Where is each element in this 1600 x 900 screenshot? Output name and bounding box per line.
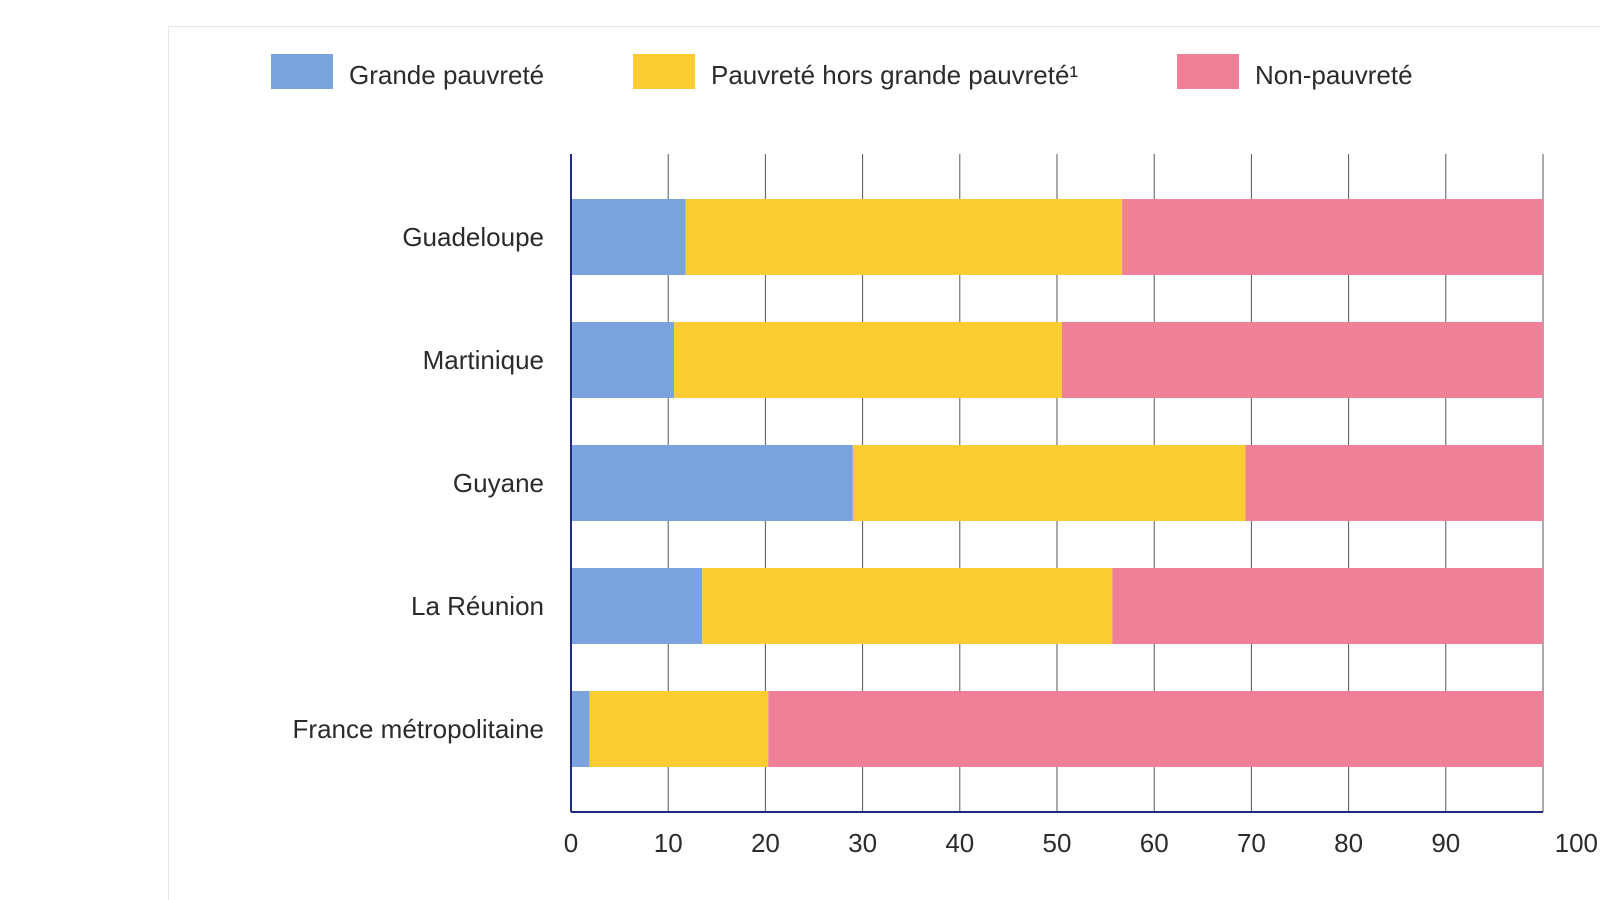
- legend-swatch-grande-pauvrete: [271, 54, 333, 89]
- legend-label-grande-pauvrete: Grande pauvreté: [349, 60, 544, 90]
- bar-guadeloupe-grande-pauvrete: [571, 199, 686, 275]
- bar-guadeloupe-pauvrete-hors-grande-pauvrete: [685, 199, 1123, 275]
- bar-france-metropolitaine-pauvrete-hors-grande-pauvrete: [589, 691, 769, 767]
- bar-la-reunion-grande-pauvrete: [571, 568, 703, 644]
- bar-martinique-grande-pauvrete: [571, 322, 675, 398]
- category-label-guyane: Guyane: [453, 468, 544, 498]
- x-tick-labels: 0 10 20 30 40 50 60 70 80 90 100: [564, 828, 1598, 858]
- category-label-la-reunion: La Réunion: [411, 591, 544, 621]
- x-tick-label-30: 30: [848, 828, 877, 858]
- bar-france-metropolitaine-grande-pauvrete: [571, 691, 590, 767]
- legend-swatch-non-pauvrete: [1177, 54, 1239, 89]
- bar-martinique-pauvrete-hors-grande-pauvrete: [674, 322, 1062, 398]
- bar-guadeloupe-non-pauvrete: [1122, 199, 1543, 275]
- x-tick-label-90: 90: [1431, 828, 1460, 858]
- axes: [570, 154, 1543, 813]
- x-tick-label-40: 40: [945, 828, 974, 858]
- category-label-guadeloupe: Guadeloupe: [402, 222, 544, 252]
- bar-guyane-non-pauvrete: [1245, 445, 1543, 521]
- bar-france-metropolitaine-non-pauvrete: [768, 691, 1543, 767]
- category-label-france-metropolitaine: France métropolitaine: [293, 714, 544, 744]
- x-tick-label-80: 80: [1334, 828, 1363, 858]
- legend: Grande pauvreté Pauvreté hors grande pauv…: [271, 54, 1413, 90]
- x-tick-label-10: 10: [654, 828, 683, 858]
- legend-swatch-pauvrete-hors-grande-pauvrete: [633, 54, 695, 89]
- chart-frame: [168, 26, 1600, 900]
- x-tick-label-100: 100: [1555, 828, 1598, 858]
- x-tick-label-50: 50: [1043, 828, 1072, 858]
- legend-label-pauvrete-hors-grande-pauvrete: Pauvreté hors grande pauvreté¹: [711, 60, 1078, 90]
- bars: [571, 199, 1543, 767]
- x-tick-label-0: 0: [564, 828, 578, 858]
- bar-guyane-pauvrete-hors-grande-pauvrete: [852, 445, 1246, 521]
- legend-label-non-pauvrete: Non-pauvreté: [1255, 60, 1413, 90]
- x-tick-label-20: 20: [751, 828, 780, 858]
- bar-martinique-non-pauvrete: [1061, 322, 1543, 398]
- x-tick-label-60: 60: [1140, 828, 1169, 858]
- bar-la-reunion-non-pauvrete: [1112, 568, 1543, 644]
- bar-la-reunion-pauvrete-hors-grande-pauvrete: [702, 568, 1113, 644]
- x-tick-label-70: 70: [1237, 828, 1266, 858]
- category-labels: Guadeloupe Martinique Guyane La Réunion Fran…: [293, 222, 544, 744]
- bar-guyane-grande-pauvrete: [571, 445, 853, 521]
- category-label-martinique: Martinique: [423, 345, 544, 375]
